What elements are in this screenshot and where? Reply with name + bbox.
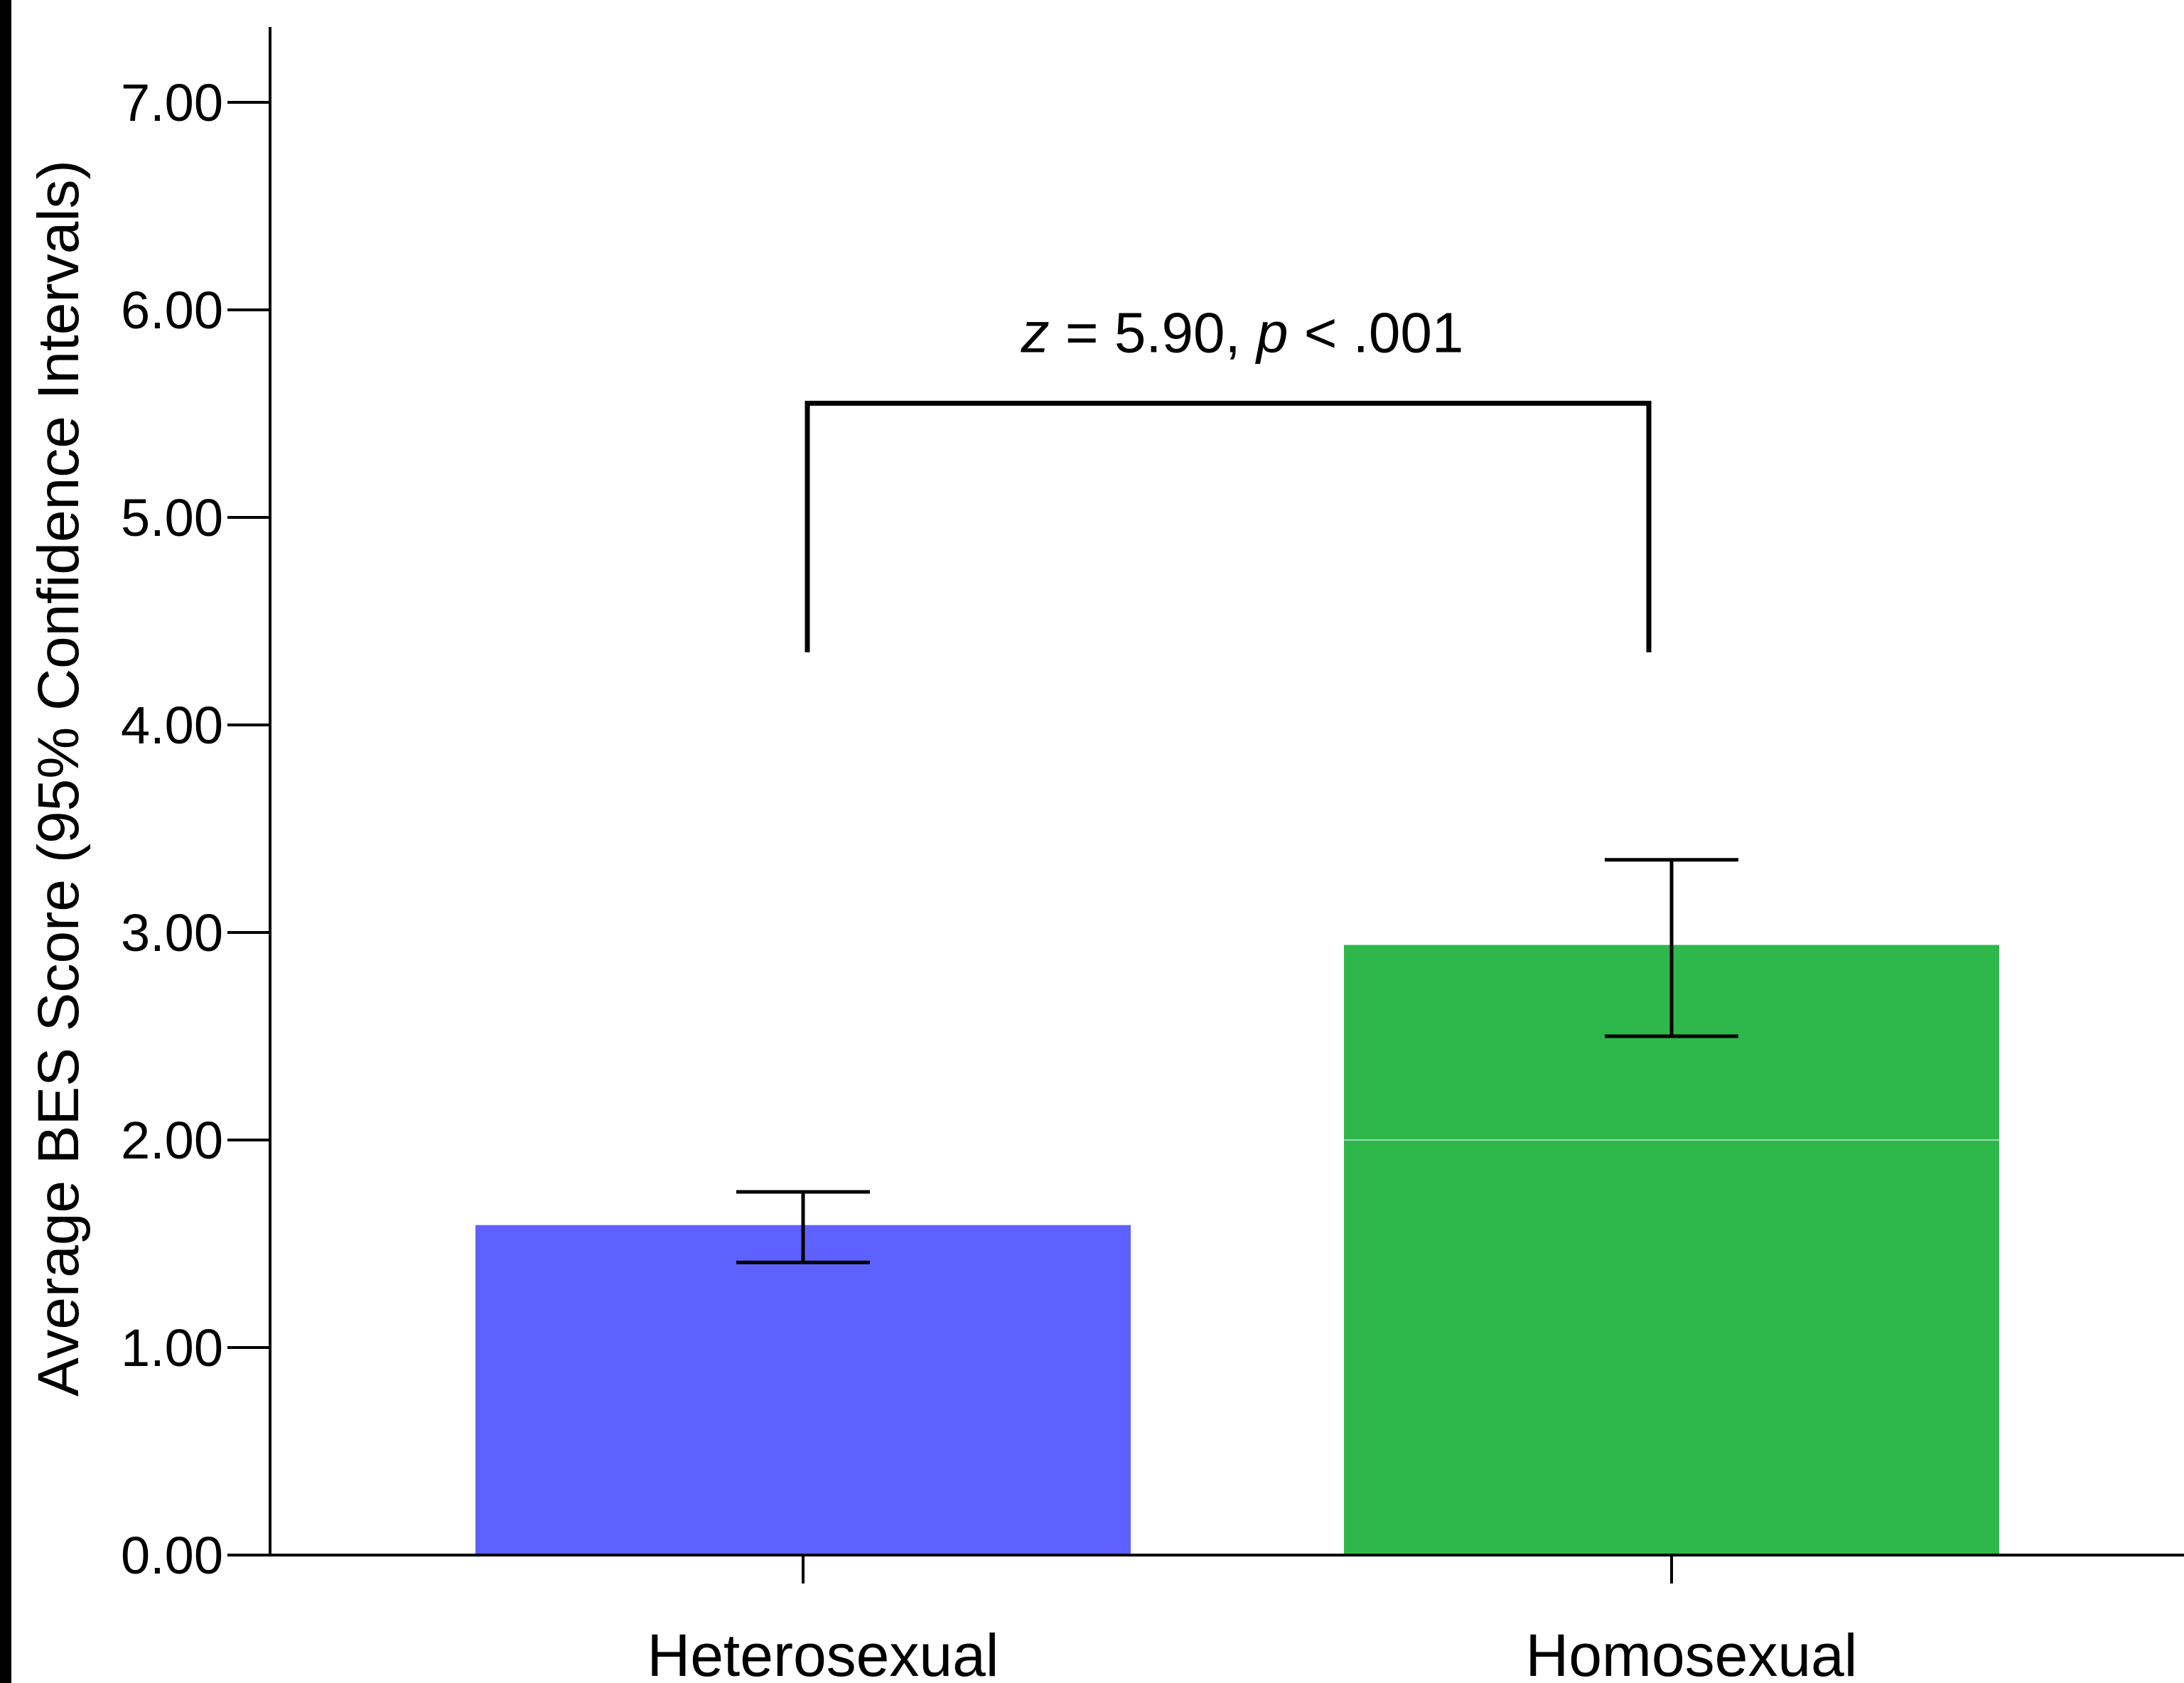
bars-layer (475, 945, 1999, 1555)
y-tick-label: 7.00 (121, 73, 223, 132)
error-bar-homosexual (1605, 858, 1738, 1038)
bar-heterosexual (475, 1225, 1131, 1555)
significance-annotation: z = 5.90, p < .001 (805, 301, 1652, 652)
error-bar-heterosexual (736, 1190, 870, 1264)
y-tick-label: 6.00 (121, 281, 223, 340)
y-ticks-layer: 0.00 1.00 2.00 3.00 4.00 5.00 6.00 7.00 (121, 73, 270, 1585)
y-tick-label: 4.00 (121, 696, 223, 755)
y-axis-title: Average BES Score (95% Confidence Interv… (26, 160, 91, 1397)
error-bars-layer (736, 858, 1738, 1264)
y-tick-label: 1.00 (121, 1318, 223, 1377)
y-tick-label: 3.00 (121, 903, 223, 962)
p-symbol: p (1255, 301, 1289, 364)
p-value: < .001 (1288, 301, 1463, 364)
bar-homosexual (1344, 945, 1999, 1555)
z-value: = 5.90, (1050, 301, 1257, 364)
z-symbol: z (1021, 301, 1050, 364)
y-tick-label: 2.00 (121, 1111, 223, 1170)
y-tick-label: 0.00 (121, 1526, 223, 1585)
x-tick-label-heterosexual: Heterosexual (647, 1622, 999, 1683)
x-tick-label-homosexual: Homosexual (1526, 1622, 1858, 1683)
x-ticks-layer: Heterosexual Homosexual (647, 1555, 1858, 1683)
significance-bracket (805, 400, 1652, 652)
y-tick-label: 5.00 (121, 488, 223, 547)
significance-label: z = 5.90, p < .001 (1021, 301, 1464, 364)
left-edge-border (0, 0, 11, 1683)
